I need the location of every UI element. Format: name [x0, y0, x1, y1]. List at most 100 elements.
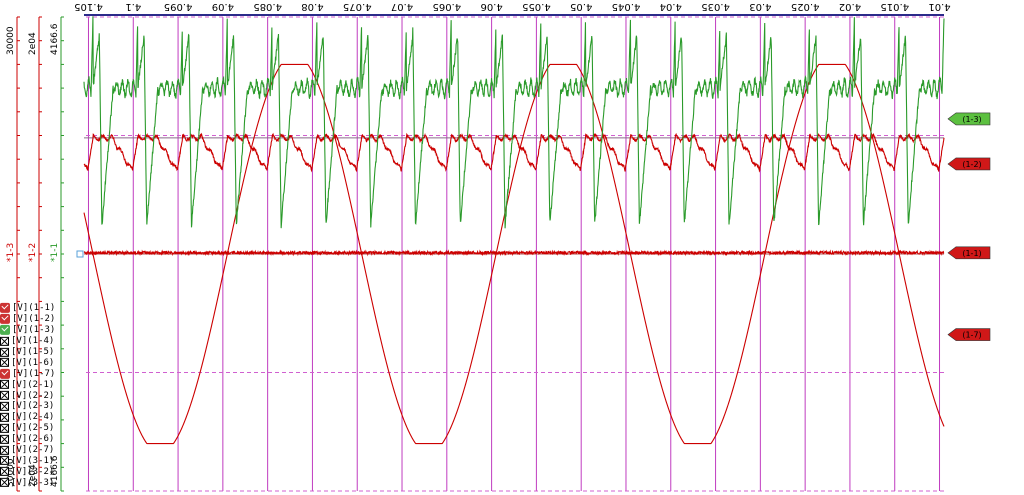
legend-label: [V](3-1): [11, 455, 55, 466]
legend-item[interactable]: [V](1-5): [0, 346, 54, 357]
legend-item[interactable]: [V](2-5): [0, 423, 54, 434]
x-tick-label: 4.03: [749, 1, 771, 12]
checked-icon[interactable]: [0, 368, 10, 379]
trace-tag-shape[interactable]: [947, 246, 991, 260]
legend-item[interactable]: [V](1-4): [0, 336, 54, 347]
x-tick-label: 4.015: [880, 1, 909, 12]
legend-label: [V](2-3): [11, 401, 55, 412]
legend-item[interactable]: [V](2-3): [0, 401, 54, 412]
x-tick-label: 4.045: [612, 1, 641, 12]
trace-tag-shape[interactable]: [947, 157, 991, 171]
y-axis: 2e04 2e04 *1-2: [28, 16, 42, 492]
y-axis-max-label: 2e04: [28, 464, 38, 487]
x-tick-label: 4.085: [253, 1, 282, 12]
trace-tag-shape[interactable]: [947, 112, 991, 126]
legend-item[interactable]: [V](2-6): [0, 434, 54, 445]
y-axis-max-label: 30000: [6, 458, 16, 487]
x-tick-label: 4.09: [212, 1, 234, 12]
legend-item[interactable]: [V](1-6): [0, 357, 54, 368]
legend-label: [V](1-2): [12, 314, 56, 325]
unchecked-icon[interactable]: [0, 347, 9, 357]
legend-label: [V](2-5): [11, 423, 55, 434]
unchecked-icon[interactable]: [0, 412, 9, 422]
unchecked-icon[interactable]: [0, 358, 9, 368]
trace-tag-shape[interactable]: [947, 328, 991, 341]
legend-item[interactable]: [V](3-2): [0, 466, 54, 477]
trace-tag-label: (1-7): [962, 331, 981, 340]
x-tick-labels: 4.01 4.015 4.02 4.025 4.03 4.035 4.04 4.045 4.05…: [74, 1, 950, 12]
legend-label: [V](2-2): [11, 390, 55, 401]
legend-item[interactable]: [V](2-7): [0, 444, 54, 455]
trace-tag[interactable]: (1-2): [947, 157, 991, 171]
trace-tags[interactable]: (1-7) (1-1) (1-2) (1-3): [947, 112, 991, 341]
y-axis: 30000 30000 *1-3: [6, 16, 20, 492]
legend-item[interactable]: [V](3-3): [0, 477, 54, 488]
checked-icon[interactable]: [0, 314, 10, 325]
checked-icon[interactable]: [0, 325, 10, 336]
y-axis-max-label: 4166.6: [50, 455, 60, 487]
trace-tag[interactable]: (1-3): [947, 112, 991, 126]
trace-tag[interactable]: (1-7): [947, 328, 991, 341]
legend-item[interactable]: [V](1-7): [0, 368, 55, 379]
x-tick-label: 4.105: [74, 1, 103, 12]
y-axis-min-label: 2e04: [28, 32, 38, 55]
unchecked-icon[interactable]: [0, 467, 9, 477]
legend-label: [V](2-4): [11, 412, 55, 423]
checked-icon[interactable]: [0, 303, 10, 314]
unchecked-icon[interactable]: [0, 423, 9, 433]
x-tick-label: 4.05: [570, 1, 592, 12]
legend-label: [V](1-4): [11, 335, 55, 346]
legend-item[interactable]: [V](2-1): [0, 379, 54, 390]
legend-item[interactable]: [V](1-1): [0, 303, 55, 314]
trace-tag-label: (1-3): [962, 115, 981, 124]
legend-item[interactable]: [V](3-1): [0, 455, 54, 466]
legend-label: [V](1-5): [11, 346, 55, 357]
channel-legend: [V](1-1) [V](1-2) [V](1-3) [V](1-4) [V](1-5)…: [0, 303, 55, 488]
unchecked-icon[interactable]: [0, 390, 9, 400]
unchecked-icon[interactable]: [0, 434, 9, 444]
unchecked-icon[interactable]: [0, 445, 9, 455]
trace-tag-label: (1-2): [962, 160, 981, 169]
series-1-1: [83, 249, 945, 257]
unchecked-icon[interactable]: [0, 478, 9, 488]
x-tick-label: 4.065: [432, 1, 461, 12]
trace-tag-label: (1-1): [962, 249, 981, 258]
x-tick-label: 4.095: [164, 1, 193, 12]
series-plot: [83, 16, 945, 445]
y-axis-marker-label: *1-2: [28, 243, 38, 262]
unchecked-icon[interactable]: [0, 456, 9, 466]
time-axis-bar: [84, 14, 944, 16]
legend-label: [V](3-2): [11, 466, 55, 477]
legend-item[interactable]: [V](1-3): [0, 325, 55, 336]
x-tick-label: 4.1: [125, 1, 141, 12]
unchecked-icon[interactable]: [0, 401, 9, 411]
legend-item[interactable]: [V](2-4): [0, 412, 54, 423]
legend-item[interactable]: [V](2-2): [0, 390, 54, 401]
legend-label: [V](3-3): [11, 477, 55, 488]
x-tick-label: 4.08: [301, 1, 323, 12]
x-tick-label: 4.06: [480, 1, 502, 12]
series-1-2: [83, 132, 945, 173]
x-tick-label: 4.035: [701, 1, 730, 12]
cursor-marker: [76, 250, 84, 258]
x-tick-label: 4.025: [791, 1, 820, 12]
trace-tag[interactable]: (1-1): [947, 246, 991, 260]
legend-label: [V](1-6): [11, 357, 55, 368]
x-tick-label: 4.07: [391, 1, 413, 12]
legend-label: [V](2-1): [11, 379, 55, 390]
y-axes: 4166.6 4166.6 *1-1 2e04 2e04 *1-2 30000 30000 *1…: [6, 16, 84, 492]
legend-item[interactable]: [V](1-2): [0, 314, 55, 325]
unchecked-icon[interactable]: [0, 336, 9, 346]
legend-label: [V](1-1): [12, 303, 56, 314]
series-1-3: [83, 16, 945, 229]
legend-label: [V](1-3): [12, 325, 56, 336]
y-axis: 4166.6 4166.6 *1-1: [50, 16, 64, 492]
y-axis-marker-label: *1-3: [6, 243, 16, 262]
unchecked-icon[interactable]: [0, 380, 9, 390]
legend-label: [V](2-7): [11, 444, 55, 455]
x-tick-label: 4.02: [839, 1, 861, 12]
y-axis-min-label: 4166.6: [50, 23, 60, 55]
y-axis-marker-label: *1-1: [50, 243, 60, 262]
